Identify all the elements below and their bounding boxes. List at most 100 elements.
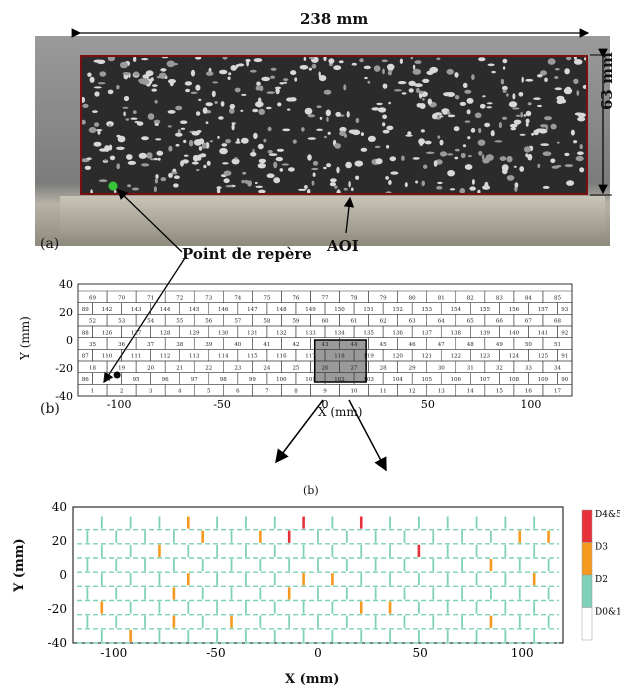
aggregate-speck	[401, 155, 405, 161]
brick-number: 122	[451, 354, 462, 360]
aggregate-speck	[90, 189, 93, 193]
aggregate-speck	[168, 145, 173, 152]
brick-number: 93	[561, 307, 568, 313]
aggregate-speck	[364, 76, 368, 80]
aggregate-speck	[573, 59, 583, 65]
aggregate-speck	[525, 78, 534, 82]
brick-number: 25	[292, 365, 299, 371]
aoi-rectangle	[80, 55, 588, 195]
brick-number: 46	[409, 342, 416, 348]
brick-number: 152	[392, 307, 403, 313]
aggregate-speck	[155, 138, 162, 141]
aggregate-speck	[577, 116, 586, 122]
aggregate-speck	[491, 130, 495, 135]
aggregate-speck	[573, 78, 579, 84]
aggregate-speck	[514, 182, 519, 188]
brick-number: 20	[147, 365, 154, 371]
aggregate-speck	[247, 180, 253, 187]
aggregate-speck	[390, 171, 399, 175]
aggregate-speck	[198, 98, 202, 101]
aggregate-speck	[281, 163, 289, 166]
aggregate-speck	[389, 156, 397, 162]
brick-number: 153	[421, 307, 432, 313]
aggregate-speck	[257, 143, 264, 150]
aggregate-speck	[154, 123, 159, 126]
aggregate-speck	[439, 139, 444, 146]
aggregate-speck	[195, 57, 202, 60]
aggregate-speck	[410, 57, 414, 60]
brick-number: 74	[234, 295, 241, 301]
aggregate-speck	[190, 91, 198, 94]
brick-number: 62	[380, 319, 387, 325]
reference-arrow	[117, 189, 183, 253]
aggregate-speck	[542, 185, 550, 189]
aggregate-speck	[257, 163, 266, 169]
aggregate-speck	[218, 116, 224, 120]
brick-number: 134	[334, 330, 345, 336]
brick-number: 9	[323, 389, 327, 395]
aggregate-speck	[268, 153, 278, 156]
aggregate-speck	[258, 108, 265, 115]
aggregate-speck	[520, 111, 523, 118]
aggregate-speck	[467, 136, 471, 140]
aggregate-speck	[96, 59, 106, 64]
brick-number: 3	[149, 389, 153, 395]
brick-number: 72	[176, 295, 183, 301]
aggregate-speck	[318, 75, 327, 82]
aggregate-speck	[240, 137, 249, 144]
aggregate-speck	[127, 184, 132, 188]
aggregate-speck	[170, 62, 179, 66]
brick-number: 27	[351, 365, 358, 371]
aggregate-speck	[508, 101, 518, 108]
damage-x-tick: 50	[412, 646, 427, 660]
aggregate-speck	[168, 172, 173, 178]
aggregate-speck	[231, 158, 240, 165]
brick-number: 85	[554, 295, 561, 301]
grid-x-tick: -100	[107, 398, 132, 411]
aggregate-speck	[573, 140, 578, 144]
brick-number: 21	[176, 365, 183, 371]
aggregate-speck	[509, 123, 518, 128]
grid-y-tick: 40	[59, 278, 73, 291]
brick-number: 157	[538, 307, 549, 313]
brick-number: 100	[276, 377, 287, 383]
aggregate-speck	[454, 95, 460, 100]
aggregate-speck	[216, 187, 221, 193]
aggregate-speck	[160, 177, 167, 182]
aggregate-speck	[330, 178, 337, 183]
aggregate-speck	[447, 170, 455, 177]
aggregate-speck	[185, 88, 191, 93]
aggregate-speck	[412, 68, 422, 75]
brick-number: 79	[380, 295, 387, 301]
brick-number: 144	[160, 307, 171, 313]
brick-number: 60	[322, 319, 329, 325]
grid-x-tick: 100	[520, 398, 541, 411]
colorbar-segment	[581, 607, 593, 641]
aggregate-speck	[434, 112, 443, 116]
brick-number: 55	[176, 319, 183, 325]
aggregate-speck	[523, 114, 527, 117]
aggregate-speck	[157, 157, 161, 161]
aggregate-speck	[225, 185, 233, 188]
aggregate-speck	[382, 68, 385, 75]
aggregate-speck	[142, 74, 150, 79]
aggregate-speck	[299, 65, 309, 70]
aggregate-speck	[422, 78, 430, 83]
aggregate-speck	[241, 93, 247, 96]
aggregate-speck	[499, 156, 507, 161]
brick-number: 23	[234, 365, 241, 371]
aggregate-speck	[201, 142, 207, 149]
aggregate-speck	[229, 108, 235, 114]
aggregate-speck	[564, 164, 574, 168]
aggregate-speck	[127, 160, 137, 165]
aggregate-speck	[308, 67, 312, 71]
aggregate-speck	[89, 76, 95, 83]
aggregate-speck	[303, 57, 307, 61]
aggregate-speck	[188, 139, 194, 147]
aggregate-speck	[276, 148, 284, 152]
aggregate-speck	[367, 135, 376, 142]
aggregate-speck	[191, 161, 199, 165]
brick-number: 8	[294, 389, 298, 395]
aggregate-speck	[399, 58, 403, 64]
aggregate-speck	[412, 64, 416, 70]
